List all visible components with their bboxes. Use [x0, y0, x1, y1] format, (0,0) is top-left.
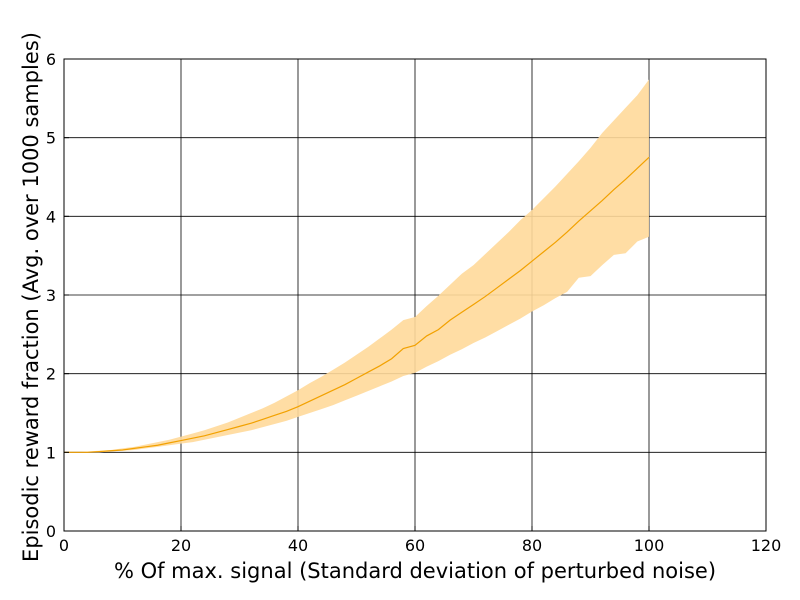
y-axis-ticks: 0 1 2 3 4 5 6 [46, 50, 69, 541]
x-tick-label-3: 60 [405, 536, 425, 555]
y-tick-label-3: 3 [46, 286, 56, 305]
y-tick-label-0: 0 [46, 522, 56, 541]
y-tick-label-1: 1 [46, 443, 56, 462]
x-tick-label-6: 120 [751, 536, 782, 555]
mean-line [64, 156, 650, 453]
x-axis-label: % Of max. signal (Standard deviation of … [114, 559, 716, 583]
x-tick-label-2: 40 [288, 536, 308, 555]
y-tick-label-2: 2 [46, 365, 56, 384]
y-tick-label-5: 5 [46, 129, 56, 148]
x-tick-label-0: 0 [59, 536, 69, 555]
y-axis-label: Episodic reward fraction (Avg. over 1000… [19, 32, 43, 562]
y-tick-label-4: 4 [46, 207, 56, 226]
series-line-group [64, 156, 650, 453]
x-tick-label-5: 100 [634, 536, 665, 555]
y-tick-label-6: 6 [46, 50, 56, 69]
x-tick-label-4: 80 [522, 536, 542, 555]
x-axis-ticks: 0 20 40 60 80 100 120 [59, 526, 781, 555]
x-tick-label-1: 20 [171, 536, 191, 555]
